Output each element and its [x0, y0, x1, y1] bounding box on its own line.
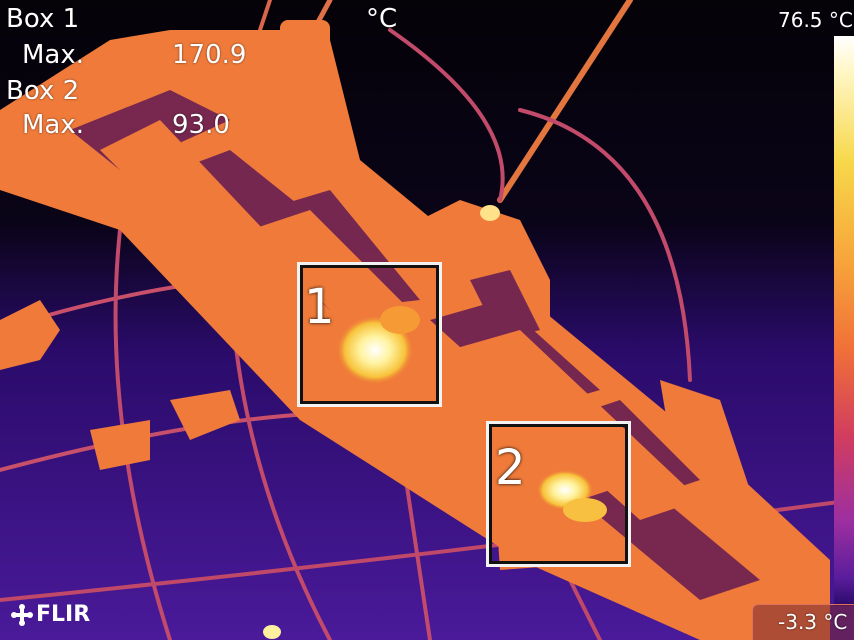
flir-logo: FLIR: [10, 602, 90, 627]
flir-emblem-icon: [11, 603, 33, 626]
measurement-box-1[interactable]: 1: [297, 262, 442, 407]
box2-max-value: 93.0: [172, 110, 230, 140]
scale-max-label: 76.5 °C: [778, 8, 853, 32]
box1-max-value: 170.9: [172, 40, 247, 70]
measurement-box-2[interactable]: 2: [486, 421, 631, 567]
box2-number: 2: [495, 440, 526, 496]
brand-text: FLIR: [36, 602, 91, 627]
temperature-scale-bar: [834, 36, 854, 606]
box1-max-label: Max.: [22, 40, 85, 70]
scale-min-badge: [752, 604, 854, 640]
box1-label: Box 1: [6, 4, 80, 34]
box2-label: Box 2: [6, 76, 80, 106]
box1-number: 1: [304, 279, 335, 335]
box2-max-label: Max.: [22, 110, 85, 140]
scale-min-label: -3.3 °C: [778, 610, 848, 634]
unit-label: °C: [366, 4, 398, 34]
